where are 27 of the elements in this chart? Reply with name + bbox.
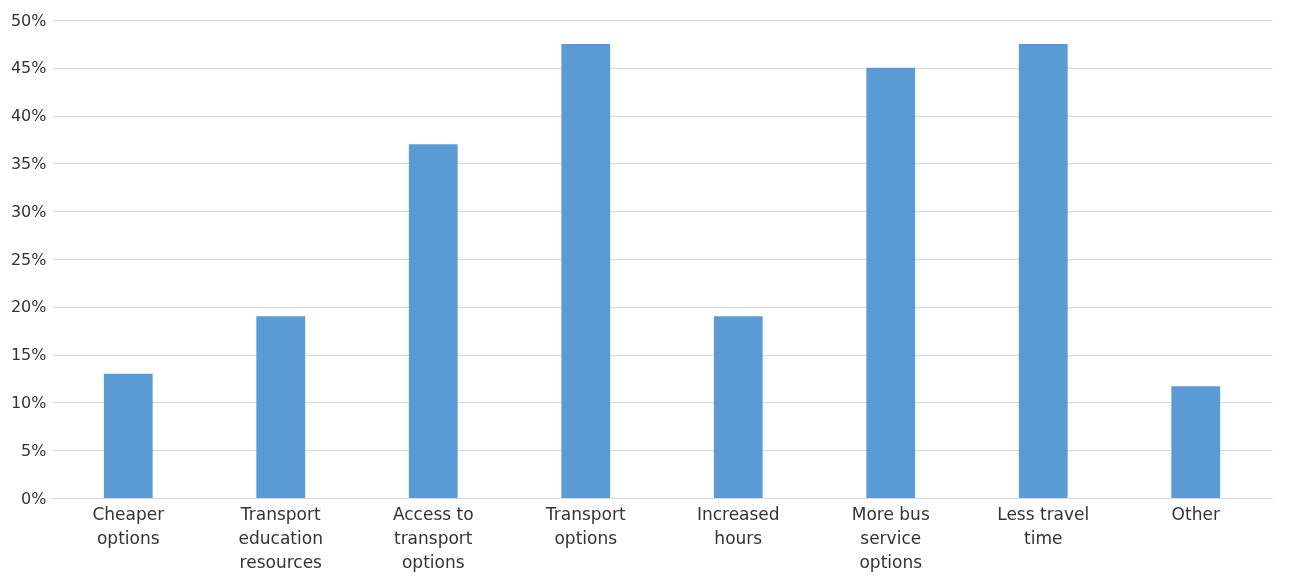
bar [561,43,611,498]
y-tick-label: 15% [10,345,47,365]
bar [1018,43,1068,498]
y-tick-label: 10% [10,392,47,412]
y-tick-label: 45% [10,58,47,78]
bar [256,316,306,498]
y-tick-label: 0% [21,488,47,508]
x-tick-label: Increased hours [696,503,780,548]
bar [1171,386,1221,498]
x-tick-label: Less travel time [997,503,1090,548]
x-tick-label: Transport education resources [238,503,323,572]
x-tick-label: Access to transport options [392,503,474,572]
bar [408,144,458,498]
bar [713,316,763,498]
y-tick-label: 20% [10,297,47,317]
y-tick-label: 25% [10,249,47,269]
x-tick-label: Cheaper options [92,503,165,548]
y-tick-label: 40% [10,106,47,126]
y-tick-label: 5% [21,440,47,460]
x-tick-label: More bus service options [851,503,930,572]
x-tick-label: Other [1171,503,1220,524]
bar [866,67,916,498]
y-tick-label: 50% [10,10,47,30]
x-tick-label: Transport options [544,503,626,548]
y-tick-label: 35% [10,153,47,173]
y-tick-label: 30% [10,201,47,221]
bar [103,373,153,498]
